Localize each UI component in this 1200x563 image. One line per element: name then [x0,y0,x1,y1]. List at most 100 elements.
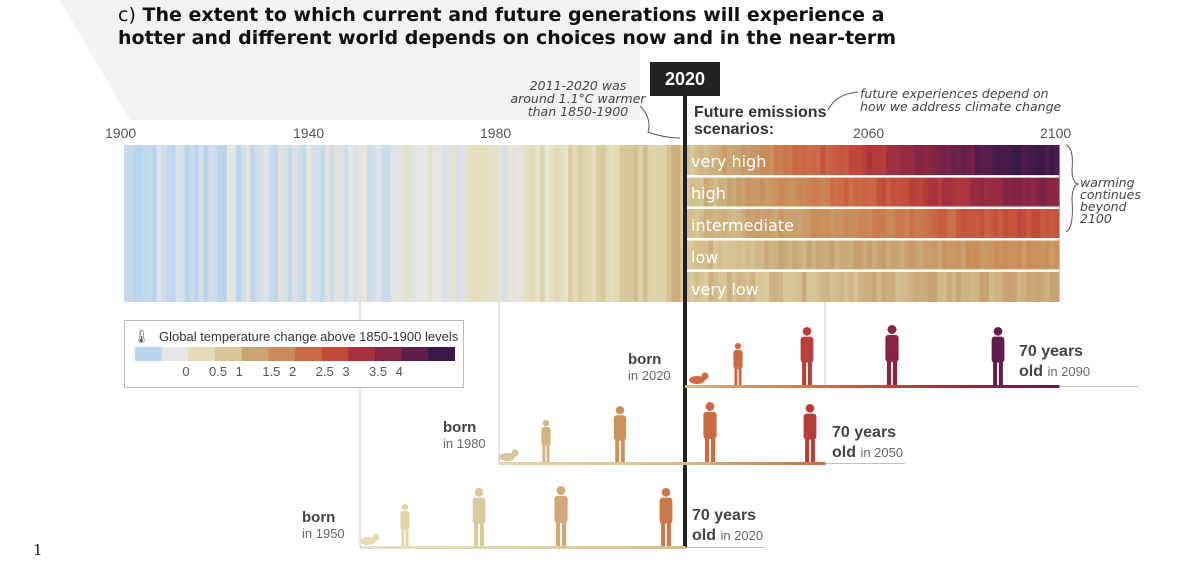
stripe-1988 [535,145,541,302]
legend-tick-0: 0 [182,364,190,379]
timeline-born-2020-seg-48 [984,385,991,388]
scenario-stripe-1-2066 [900,176,906,208]
scenario-stripe-0-2085 [988,145,995,177]
timeline-born-1980-seg-10 [553,462,560,465]
scenario-stripe-4-2099 [1054,270,1060,302]
scenario-stripe-3-2078 [956,239,962,271]
scenario-stripe-1-2083 [979,176,985,208]
scenario-stripe-3-2034 [750,239,756,271]
stripe-2007 [624,145,630,302]
scenario-stripe-3-2069 [914,239,920,271]
scenario-stripe-3-2076 [946,239,953,271]
scenario-stripe-2-2064 [890,207,896,240]
stripe-1905 [147,145,153,302]
timeline-born-1950-seg-53 [647,546,653,549]
scenario-stripe-1-2081 [970,176,976,208]
legend-swatch-0 [135,347,163,361]
scenario-stripe-2-2024 [703,207,709,240]
scenario-stripe-0-2094 [1030,145,1037,177]
person-1950-baby-body [360,537,376,545]
person-1980-elder-head [805,404,815,413]
scenario-stripe-4-2087 [998,270,1004,302]
scenario-stripe-3-2083 [979,239,985,271]
scenario-stripe-4-2035 [755,270,761,302]
person-1950-child-leg-r [405,527,409,546]
person-1980-elder-torso [803,413,817,440]
timeline-born-1950-seg-42 [587,546,594,549]
scenario-stripe-4-2020 [685,270,691,302]
stripe-1919 [212,145,219,302]
stripe-2002 [600,145,607,302]
timeline-born-1950-seg-33 [538,546,545,549]
timeline-born-1980-seg-5 [526,462,533,465]
stripe-1921 [222,145,228,302]
legend-swatch-9 [375,347,403,361]
scenario-stripe-2-2049 [820,207,826,240]
scenario-stripe-1-2056 [853,176,859,208]
person-2020-baby [689,372,709,384]
timeline-born-1950-seg-56 [663,546,670,549]
stripe-1932 [273,145,279,302]
scenario-stripe-4-2029 [727,270,733,302]
scenario-stripe-4-2032 [741,270,747,302]
scenario-stripe-3-2021 [689,239,695,271]
timeline-born-2020-seg-56 [1034,385,1041,388]
scenario-stripe-2-2081 [970,207,976,240]
timeline-born-1980-seg-21 [613,462,620,465]
legend-tick-2: 1 [235,364,243,379]
timeline-born-2020-seg-50 [996,385,1004,388]
timeline-born-2020-seg-51 [1002,385,1010,388]
scenario-stripe-3-2097 [1044,239,1051,271]
timeline-born-1980-seg-29 [656,462,663,465]
timeline-born-2020-seg-12 [759,385,767,388]
scenario-stripe-4-2062 [881,270,887,302]
year-label-2060: 2060 [853,125,885,141]
person-1950-teen-leg-l [474,521,479,546]
timeline-born-2020-seg-25 [840,385,848,388]
stripe-1902 [133,145,139,302]
legend-swatch-6 [295,347,323,361]
timeline-born-2020-seg-23 [828,385,836,388]
timeline-born-1950-seg-24 [490,546,496,549]
scenario-stripe-1-2042 [787,176,794,208]
scenario-stripe-2-2028 [722,207,728,240]
timeline-born-1980-seg-39 [710,462,717,465]
scenario-stripe-4-2080 [965,270,971,302]
timeline-born-2020-seg-5 [716,385,723,388]
timeline-born-1950-seg-54 [652,546,659,549]
stripe-1948 [348,145,354,302]
scenario-stripe-0-2070 [918,145,925,177]
timeline-born-1950-seg-41 [582,546,588,549]
scenario-stripe-1-2074 [937,176,943,208]
page-number: 1 [33,541,43,559]
scenario-stripe-0-2090 [1012,145,1018,177]
scenario-stripe-3-2095 [1035,239,1041,271]
person-2020-teen-head [802,327,812,336]
scenario-stripe-0-2027 [717,145,723,177]
timeline-born-2020-seg-13 [766,385,773,388]
scenario-stripe-4-2024 [703,270,709,302]
stripe-1924 [236,145,242,302]
scenario-stripe-1-2097 [1044,176,1051,208]
scenario-stripe-3-2037 [764,239,770,271]
scenario-stripe-4-2086 [993,270,999,302]
scenario-stripe-0-2044 [797,145,803,177]
stripe-2019 [680,145,686,302]
timeline-born-2020-seg-2 [697,385,705,388]
scenario-stripe-4-2027 [717,270,723,302]
stripe-2004 [610,145,616,302]
stripe-1982 [507,145,513,302]
scenario-stripe-0-2092 [1021,145,1027,177]
scenario-stripe-0-2037 [764,145,770,177]
stripe-2014 [656,145,663,302]
scenario-stripe-2-2046 [806,207,812,240]
scenario-stripe-0-2036 [759,145,766,177]
scenario-stripe-2-2099 [1054,207,1060,240]
person-1950-child [400,504,410,546]
person-1950-elder-head [661,488,671,497]
timeline-born-1950-seg-36 [555,546,561,549]
scenario-stripe-4-2089 [1007,270,1013,302]
timeline-born-1950-seg-23 [484,546,491,549]
scenario-stripe-3-2059 [867,239,873,271]
